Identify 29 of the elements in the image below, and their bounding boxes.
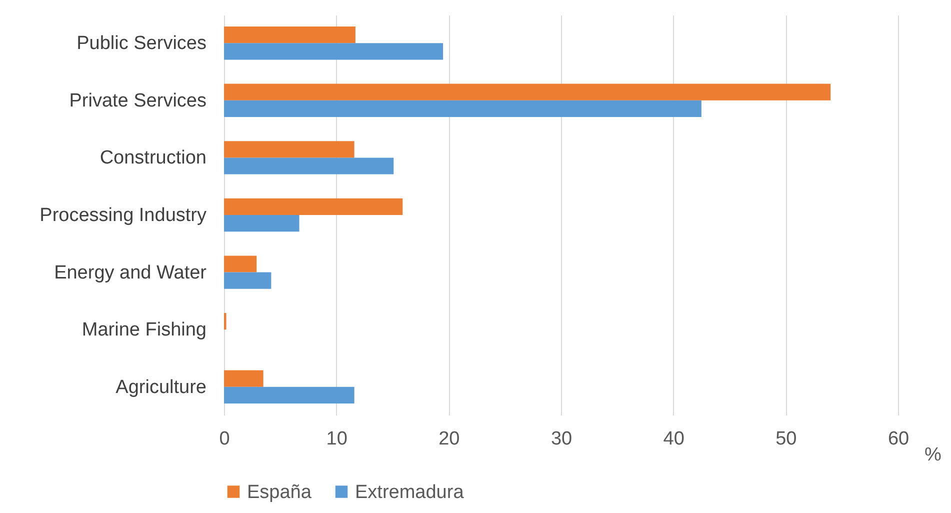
y-tick-label: Public Services — [76, 33, 206, 54]
x-axis-title: % — [924, 444, 942, 466]
x-tick-label: 40 — [663, 428, 684, 450]
legend-label: Extremadura — [355, 482, 464, 503]
bar — [224, 198, 403, 215]
bar — [224, 386, 354, 404]
y-tick-label: Agriculture — [116, 376, 206, 398]
x-tick-label: 60 — [888, 428, 910, 450]
bar — [224, 84, 831, 100]
bar — [224, 370, 264, 387]
bar — [224, 215, 300, 232]
y-tick-label: Marine Fishing — [82, 320, 206, 341]
bar — [224, 43, 444, 60]
bar — [224, 26, 356, 44]
bar — [224, 272, 272, 289]
bar — [224, 158, 394, 174]
x-tick-label: 50 — [776, 428, 797, 450]
y-tick-label: Energy and Water — [54, 262, 208, 284]
x-tick-label: 30 — [550, 428, 572, 450]
bar — [224, 256, 257, 272]
legend-label: España — [247, 482, 312, 503]
bar — [224, 100, 702, 118]
y-tick-label: Processing Industry — [40, 205, 207, 226]
x-tick-label: 20 — [438, 428, 460, 450]
y-tick-label: Construction — [100, 148, 206, 169]
bar — [224, 141, 354, 158]
x-tick-label: 10 — [326, 428, 348, 450]
x-tick-label: 0 — [219, 428, 230, 450]
y-tick-label: Private Services — [69, 90, 206, 112]
